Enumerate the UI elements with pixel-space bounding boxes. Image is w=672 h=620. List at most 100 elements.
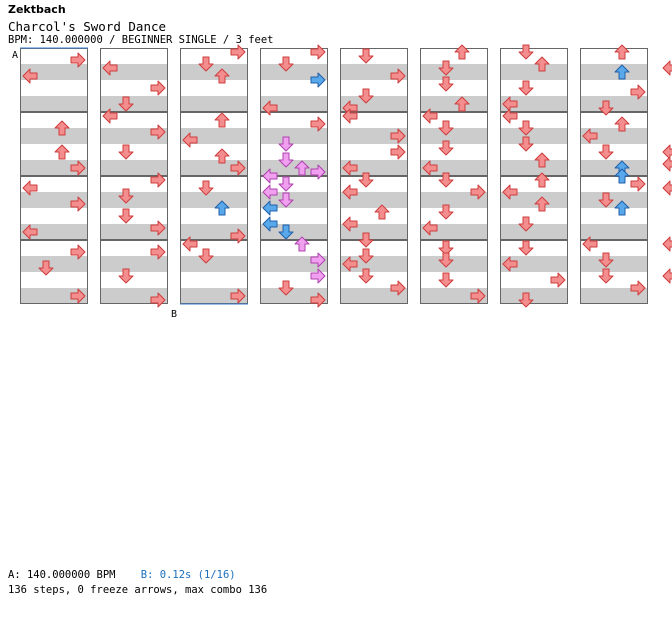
beat-band: [20, 144, 88, 160]
beat-band: [500, 272, 568, 288]
beat-band: [20, 288, 88, 304]
beat-band: [260, 192, 328, 208]
beat-band: [100, 96, 168, 112]
measure-box: [260, 112, 328, 176]
beat-band: [340, 192, 408, 208]
right-arrow-icon: [470, 184, 486, 200]
measure-box: [420, 176, 488, 240]
beat-band: [340, 160, 408, 176]
beat-band: [420, 272, 488, 288]
beat-band: [20, 224, 88, 240]
up-arrow-icon: [214, 200, 230, 216]
beat-band: [340, 224, 408, 240]
down-arrow-icon: [278, 176, 294, 192]
beat-band: [260, 208, 328, 224]
right-arrow-icon: [390, 280, 406, 296]
down-arrow-icon: [358, 248, 374, 264]
left-arrow-icon: [22, 68, 38, 84]
measure-box: [340, 176, 408, 240]
left-arrow-icon: [502, 108, 518, 124]
down-arrow-icon: [438, 240, 454, 256]
right-arrow-icon: [70, 288, 86, 304]
beat-band: [260, 176, 328, 192]
beat-band: [20, 160, 88, 176]
beat-band: [580, 224, 648, 240]
down-arrow-icon: [198, 248, 214, 264]
down-arrow-icon: [278, 136, 294, 152]
measure-box: [20, 176, 88, 240]
down-arrow-icon: [598, 252, 614, 268]
measure-box: [500, 112, 568, 176]
down-arrow-icon: [358, 172, 374, 188]
measure-border: [340, 112, 408, 176]
beat-band: [260, 128, 328, 144]
beat-band: [580, 112, 648, 128]
measure-border: [20, 112, 88, 176]
left-arrow-icon: [342, 160, 358, 176]
down-arrow-icon: [278, 192, 294, 208]
beat-band: [420, 192, 488, 208]
up-arrow-icon: [614, 116, 630, 132]
left-arrow-icon: [102, 60, 118, 76]
down-arrow-icon: [118, 268, 134, 284]
measure-border: [420, 176, 488, 240]
beat-band: [500, 48, 568, 64]
left-arrow-icon: [662, 60, 672, 76]
beat-band: [500, 208, 568, 224]
beat-band: [340, 48, 408, 64]
beat-band: [180, 192, 248, 208]
up-arrow-icon: [294, 160, 310, 176]
down-arrow-icon: [438, 120, 454, 136]
measure-border: [180, 176, 248, 240]
beat-band: [580, 208, 648, 224]
artist-name: Zektbach: [8, 3, 66, 16]
beat-band: [20, 256, 88, 272]
up-arrow-icon: [614, 44, 630, 60]
down-arrow-icon: [358, 88, 374, 104]
down-arrow-icon: [438, 204, 454, 220]
right-arrow-icon: [70, 196, 86, 212]
left-arrow-icon: [262, 184, 278, 200]
beat-band: [420, 256, 488, 272]
beat-band: [180, 288, 248, 304]
up-arrow-icon: [54, 144, 70, 160]
up-arrow-icon: [54, 120, 70, 136]
beat-band: [500, 288, 568, 304]
left-arrow-icon: [262, 216, 278, 232]
up-arrow-icon: [374, 204, 390, 220]
down-arrow-icon: [518, 136, 534, 152]
beat-band: [340, 144, 408, 160]
left-arrow-icon: [582, 128, 598, 144]
beat-band: [580, 176, 648, 192]
bpm-marker-a: A: [12, 50, 18, 61]
footer-legend: A: 140.000000 BPM B: 0.12s (1/16): [8, 569, 236, 581]
down-arrow-icon: [518, 292, 534, 308]
left-arrow-icon: [342, 108, 358, 124]
down-arrow-icon: [278, 280, 294, 296]
right-arrow-icon: [390, 68, 406, 84]
beat-band: [420, 240, 488, 256]
left-arrow-icon: [422, 160, 438, 176]
measure-box: [180, 112, 248, 176]
down-arrow-icon: [118, 144, 134, 160]
beat-band: [20, 272, 88, 288]
measure-box: [340, 112, 408, 176]
measure-border: [100, 112, 168, 176]
right-arrow-icon: [310, 292, 326, 308]
up-arrow-icon: [534, 56, 550, 72]
beat-band: [180, 256, 248, 272]
left-arrow-icon: [662, 236, 672, 252]
measure-border: [340, 48, 408, 112]
left-arrow-icon: [22, 180, 38, 196]
beat-band: [260, 80, 328, 96]
song-title: Charcol's Sword Dance: [8, 19, 167, 34]
up-arrow-icon: [614, 64, 630, 80]
beat-band: [180, 208, 248, 224]
beat-band: [500, 96, 568, 112]
beat-band: [20, 112, 88, 128]
measure-box: [420, 48, 488, 112]
measure-border: [500, 112, 568, 176]
measure-border: [420, 112, 488, 176]
measure-border: [500, 48, 568, 112]
down-arrow-icon: [118, 96, 134, 112]
